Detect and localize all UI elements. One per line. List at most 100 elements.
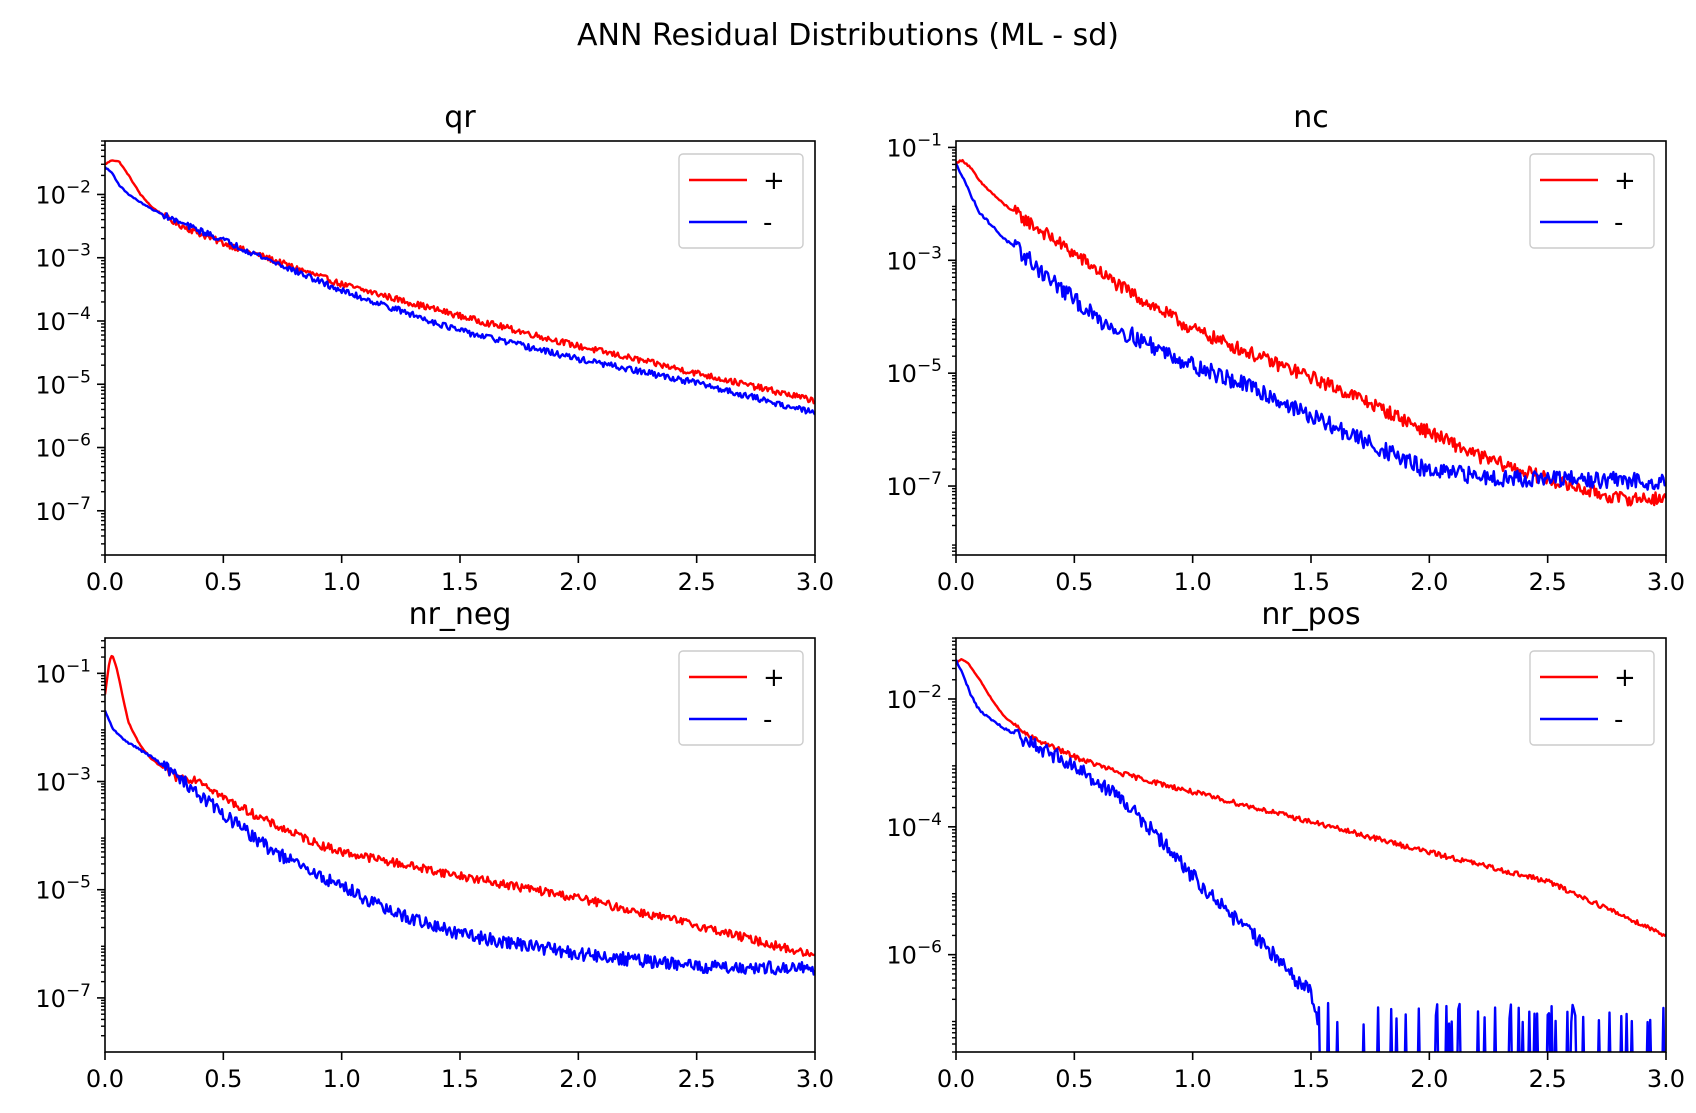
y-tick-exponent: −5 [66,367,91,387]
x-tick-label: 1.0 [1174,568,1212,596]
y-tick-exponent: −4 [917,810,942,830]
y-tick-base: 10 [35,181,66,209]
x-tick-label: 2.5 [678,1065,716,1093]
y-tick-exponent: −2 [66,177,91,197]
x-tick-label: 1.5 [1292,568,1330,596]
legend-label-plus: + [763,663,785,693]
y-tick-label: 10−7 [35,981,91,1013]
axes-frame [955,140,1667,556]
x-tick-label: 2.5 [678,568,716,596]
y-tick-label: 10−3 [886,243,942,275]
x-tick-label: 0.0 [86,568,124,596]
x-tick-label: 0.5 [1055,1065,1093,1093]
y-tick-exponent: −2 [917,682,942,702]
x-tick-label: 3.0 [1647,568,1685,596]
y-tick-base: 10 [886,360,917,388]
x-tick-label: 1.0 [323,1065,361,1093]
series-line-minus [105,166,815,416]
x-tick-label: 0.5 [204,1065,242,1093]
legend: +- [678,650,804,746]
axes-frame [955,637,1667,1053]
y-tick-label: 10−3 [35,241,91,273]
y-tick-label: 10−3 [35,765,91,797]
legend-label-minus: - [1614,705,1623,735]
legend-label-minus: - [1614,208,1623,238]
y-tick-exponent: −3 [66,241,91,261]
x-tick-label: 0.0 [937,1065,975,1093]
y-tick-exponent: −7 [66,981,91,1001]
subplot-title: nr_pos [1261,597,1360,632]
y-tick-base: 10 [35,308,66,336]
legend: +- [1529,153,1655,249]
y-tick-label: 10−5 [35,367,91,399]
y-tick-label: 10−4 [886,810,942,842]
y-tick-base: 10 [35,371,66,399]
y-tick-exponent: −5 [917,356,942,376]
y-tick-label: 10−7 [886,469,942,501]
legend: +- [678,153,804,249]
x-tick-label: 0.0 [937,568,975,596]
x-tick-label: 2.0 [559,1065,597,1093]
legend-box [1529,153,1655,249]
y-tick-label: 10−1 [886,130,942,162]
y-tick-exponent: −1 [917,130,942,150]
x-tick-label: 0.5 [1055,568,1093,596]
series-line-minus [956,163,1666,491]
y-tick-exponent: −1 [66,656,91,676]
y-tick-exponent: −3 [917,243,942,263]
x-tick-label: 1.5 [441,568,479,596]
y-tick-exponent: −6 [917,938,942,958]
y-tick-base: 10 [35,660,66,688]
x-tick-label: 3.0 [1647,1065,1685,1093]
series-line-plus [105,159,815,405]
series-line-plus [956,658,1666,937]
x-tick-label: 2.0 [1410,1065,1448,1093]
y-tick-label: 10−5 [886,356,942,388]
legend-label-minus: - [763,705,772,735]
subplot-title: qr [444,100,476,135]
y-tick-label: 10−2 [35,177,91,209]
y-tick-label: 10−6 [35,431,91,463]
axes-frame [104,637,816,1053]
y-tick-base: 10 [35,877,66,905]
figure-title: ANN Residual Distributions (ML - sd) [577,18,1119,53]
x-tick-label: 1.0 [1174,1065,1212,1093]
y-tick-exponent: −7 [66,494,91,514]
y-tick-label: 10−6 [886,938,942,970]
y-tick-label: 10−1 [35,656,91,688]
y-tick-base: 10 [886,473,917,501]
x-tick-label: 3.0 [796,568,834,596]
series-line-minus [105,710,815,976]
legend-label-minus: - [763,208,772,238]
legend-label-plus: + [1614,663,1636,693]
series-line-minus [956,659,1666,1052]
y-tick-base: 10 [35,498,66,526]
subplot-title: nr_neg [409,597,512,632]
y-tick-base: 10 [886,247,917,275]
y-tick-exponent: −3 [66,765,91,785]
x-tick-label: 2.5 [1529,1065,1567,1093]
y-tick-exponent: −4 [66,304,91,324]
x-tick-label: 2.5 [1529,568,1567,596]
y-tick-base: 10 [35,435,66,463]
y-tick-base: 10 [886,134,917,162]
y-tick-exponent: −6 [66,431,91,451]
legend-box [1529,650,1655,746]
x-tick-label: 1.5 [441,1065,479,1093]
x-tick-label: 1.0 [323,568,361,596]
subplot-title: nc [1293,100,1329,135]
y-tick-exponent: −5 [66,873,91,893]
x-tick-label: 3.0 [796,1065,834,1093]
legend-box [678,153,804,249]
y-tick-label: 10−5 [35,873,91,905]
y-tick-label: 10−4 [35,304,91,336]
legend-box [678,650,804,746]
legend: +- [1529,650,1655,746]
series-line-plus [105,654,815,958]
y-tick-label: 10−2 [886,682,942,714]
